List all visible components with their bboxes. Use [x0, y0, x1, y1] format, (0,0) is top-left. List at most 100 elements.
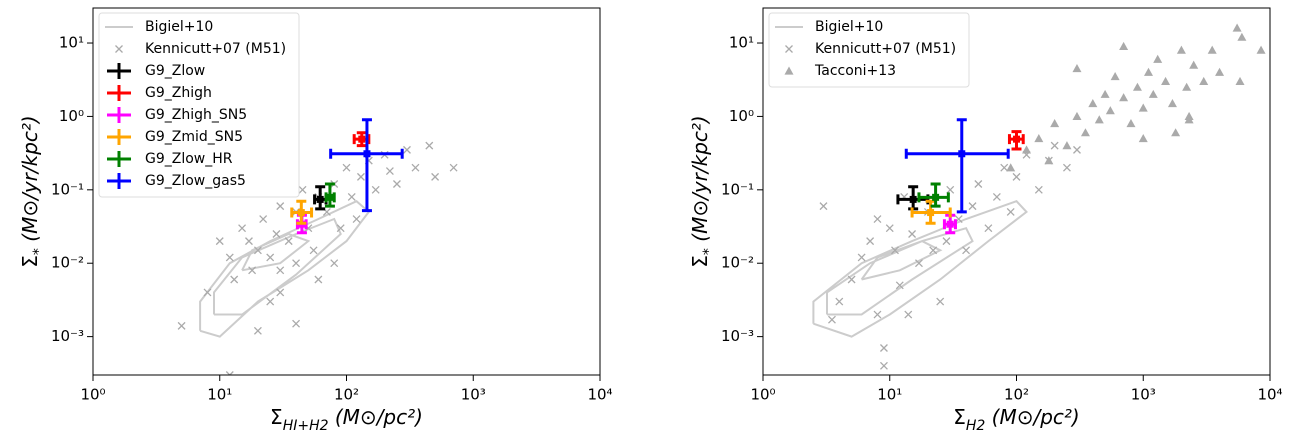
x-tick-label: 10⁰ — [750, 386, 775, 404]
x-marker — [284, 237, 293, 246]
x-marker — [309, 246, 318, 255]
legend-swatch — [115, 45, 123, 53]
triangle-marker — [1062, 141, 1072, 150]
legend-swatch — [785, 45, 793, 53]
x-marker — [203, 288, 212, 297]
ylabel-part: (M⊙/yr/kpc²) — [688, 115, 712, 248]
y-tick-label: 10¹ — [729, 34, 754, 52]
x-marker — [266, 297, 275, 306]
triangle-marker — [1167, 98, 1177, 108]
x-marker — [244, 237, 253, 246]
x-marker — [431, 172, 440, 181]
ylabel-part: Σ — [688, 255, 712, 268]
x-marker — [266, 253, 275, 262]
y-tick-label: 10⁰ — [59, 107, 84, 125]
legend-box — [768, 12, 970, 88]
x-marker — [891, 246, 899, 255]
x-marker — [276, 266, 285, 275]
point — [946, 220, 954, 228]
triangle-marker — [1050, 119, 1060, 128]
triangle-marker — [1006, 163, 1016, 172]
point — [326, 193, 334, 201]
triangle-marker — [1182, 82, 1192, 91]
plot-area — [812, 23, 1266, 370]
triangle-marker — [1072, 111, 1082, 121]
triangle-marker — [1215, 67, 1225, 76]
x-marker — [1073, 145, 1081, 154]
x-marker — [962, 246, 971, 255]
triangle-marker — [1189, 60, 1199, 69]
legend-swatch — [107, 173, 131, 189]
point — [363, 150, 371, 158]
y-tick-label: 10⁻² — [51, 254, 84, 272]
x-marker — [392, 180, 401, 188]
triangle-marker — [1148, 89, 1158, 98]
x-marker — [385, 167, 394, 176]
x-marker — [879, 344, 888, 352]
xlabel-part: Σ — [270, 405, 283, 429]
legend: Bigiel+10 Kennicutt+07 (M51) Tacconi+13 — [768, 12, 970, 88]
x-marker — [1006, 207, 1015, 216]
triangle-marker — [1034, 134, 1044, 143]
x-marker — [819, 202, 828, 211]
ylabel: Σ* (M⊙/yr/kpc²) — [688, 115, 718, 267]
x-marker — [873, 215, 882, 223]
x-marker — [411, 163, 420, 172]
x-marker — [403, 145, 411, 154]
x-marker — [904, 310, 913, 319]
legend-swatch — [107, 63, 131, 79]
xlabel-part: (M⊙/pc²) — [985, 405, 1079, 429]
x-tick-label: 10⁴ — [587, 386, 612, 404]
ylabel-part: * — [31, 248, 47, 255]
x-marker — [936, 297, 945, 306]
legend-swatch — [107, 151, 131, 167]
x-marker — [253, 326, 262, 335]
point — [927, 209, 935, 217]
axes-frame — [92, 7, 601, 376]
ylabel-part: Σ — [18, 255, 42, 268]
legend-label: Bigiel+10 — [145, 19, 213, 35]
triangle-marker — [1176, 45, 1186, 54]
legend-swatch — [784, 66, 794, 75]
x-marker — [292, 319, 301, 328]
legend-box — [98, 12, 300, 198]
x-marker — [259, 215, 268, 223]
x-marker — [225, 371, 234, 375]
triangle-marker — [1080, 128, 1090, 137]
triangle-marker — [1171, 128, 1181, 137]
xlabel: ΣH2 (M⊙/pc²) — [953, 405, 1080, 435]
legend-label: G9_Zlow — [145, 63, 205, 79]
x-marker — [276, 202, 285, 211]
x-marker — [314, 275, 323, 284]
x-marker — [974, 180, 983, 188]
legend-label: G9_Zlow_HR — [145, 151, 233, 167]
xlabel-part: (M⊙/pc²) — [329, 405, 423, 429]
ylabel-part: * — [701, 248, 717, 255]
y-tick-label: 10⁻³ — [51, 327, 84, 345]
legend-label: G9_Zmid_SN5 — [145, 129, 243, 145]
triangle-marker — [1072, 63, 1082, 73]
legend: Bigiel+10 Kennicutt+07 (M51) G9_Zlow G9_Zhi… — [98, 12, 300, 198]
x-marker — [298, 185, 307, 194]
triangle-marker — [1110, 71, 1120, 81]
x-marker — [177, 321, 186, 330]
point — [909, 195, 917, 203]
point — [316, 195, 324, 203]
triangle-marker — [1143, 67, 1153, 76]
legend-label: G9_Zlow_gas5 — [145, 173, 246, 189]
triangle-marker — [1138, 103, 1148, 112]
x-marker — [336, 224, 345, 233]
y-error-bar — [361, 118, 372, 213]
x-marker — [449, 163, 458, 172]
triangle-marker — [1235, 76, 1245, 85]
point — [358, 135, 366, 143]
legend-label: G9_Zhigh_SN5 — [145, 107, 247, 123]
y-tick-label: 10¹ — [59, 34, 84, 52]
x-tick-label: 10³ — [1131, 386, 1156, 404]
triangle-marker — [1044, 156, 1054, 165]
x-marker — [330, 259, 339, 268]
ylabel: Σ* (M⊙/yr/kpc²) — [18, 115, 48, 267]
y-tick-label: 10⁰ — [729, 107, 754, 125]
triangle-marker — [1088, 98, 1098, 108]
y-error-bar — [956, 118, 967, 214]
